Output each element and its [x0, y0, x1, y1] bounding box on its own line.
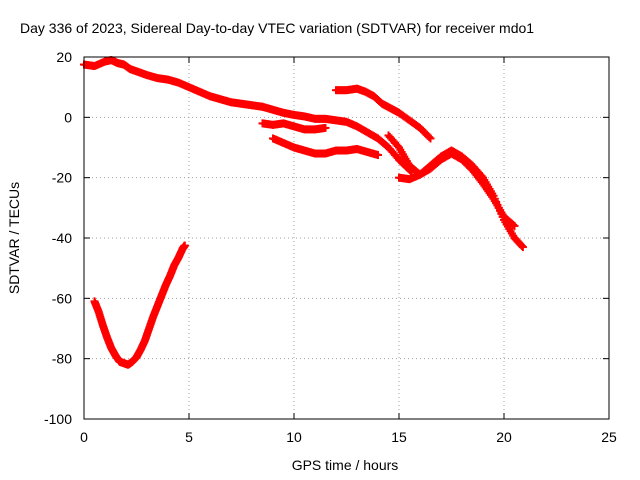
y-tick-label: -80: [52, 351, 72, 367]
series-arc-7: [395, 149, 519, 230]
series-arc-4: [258, 119, 330, 134]
y-tick-label: -40: [52, 230, 72, 246]
plot-frame: [83, 56, 610, 420]
x-tick-label: 20: [496, 429, 512, 445]
axis-ticks: 0 5 10 15 20 25 20 0 -20 -40 -60 -80 -100: [44, 49, 617, 445]
series-arc-1: [80, 56, 267, 111]
y-tick-label: -20: [52, 170, 72, 186]
x-tick-label: 0: [80, 429, 88, 445]
y-axis-label: SDTVAR / TECUs: [6, 182, 22, 294]
gridlines: [84, 57, 609, 419]
chart-title: Day 336 of 2023, Sidereal Day-to-day VTE…: [20, 20, 534, 36]
data-point: [510, 221, 519, 230]
data-point: [374, 151, 382, 160]
series-arc-3: [332, 84, 435, 143]
data-point-interp: [509, 220, 518, 229]
data-point: [180, 241, 189, 250]
y-tick-label: -100: [44, 411, 72, 427]
series-arc-8: [90, 241, 189, 369]
x-axis-label: GPS time / hours: [292, 457, 399, 473]
x-tick-label: 25: [601, 429, 617, 445]
data-point: [321, 123, 330, 132]
y-tick-label: -60: [52, 290, 72, 306]
y-tick-label: 20: [56, 49, 72, 65]
series-arc-6: [384, 131, 527, 252]
x-tick-label: 5: [185, 429, 193, 445]
x-tick-label: 15: [391, 429, 407, 445]
data-point: [518, 243, 527, 252]
data-point: [426, 134, 435, 143]
series-arc-5: [269, 134, 382, 160]
y-tick-label: 0: [64, 109, 72, 125]
data-series: [80, 56, 527, 369]
data-point-interp: [425, 133, 434, 142]
x-tick-label: 10: [286, 429, 302, 445]
data-point-interp: [517, 241, 526, 250]
